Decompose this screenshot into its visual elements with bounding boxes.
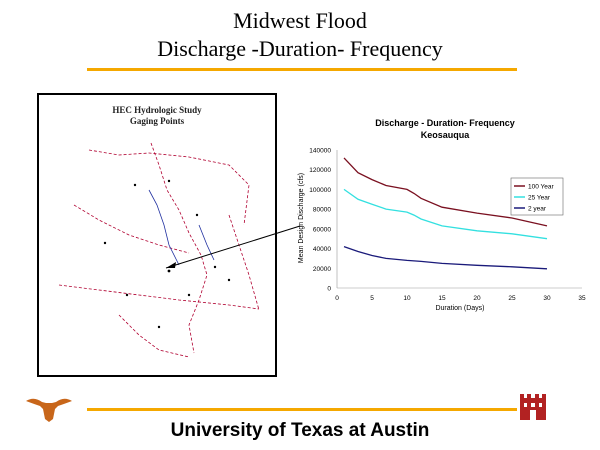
map-figure: HEC Hydrologic Study Gaging Points bbox=[37, 93, 277, 377]
series-line-25-year bbox=[343, 188, 548, 240]
slide-title-line2: Discharge -Duration- Frequency bbox=[157, 36, 443, 61]
chart-title: Discharge - Duration- Frequency bbox=[375, 118, 515, 128]
y-tick-labels: 0 20000 40000 60000 80000 100000 120000 140000 bbox=[309, 148, 331, 293]
x-tick-label: 0 bbox=[335, 295, 339, 302]
longhorn-logo-icon bbox=[26, 398, 72, 422]
y-tick-label: 40000 bbox=[313, 246, 331, 253]
y-tick-label: 120000 bbox=[309, 167, 331, 174]
y-tick-label: 60000 bbox=[313, 226, 331, 233]
chart-subtitle: Keosauqua bbox=[421, 130, 471, 140]
y-tick-label: 100000 bbox=[309, 187, 331, 194]
y-tick-label: 80000 bbox=[313, 207, 331, 214]
x-tick-label: 10 bbox=[403, 295, 411, 302]
x-tick-label: 20 bbox=[473, 295, 481, 302]
midwest-map bbox=[58, 142, 260, 358]
footer-rule bbox=[87, 408, 517, 411]
y-tick-label: 140000 bbox=[309, 148, 331, 155]
x-tick-labels: 0 5 10 15 20 25 30 35 bbox=[335, 295, 586, 302]
x-tick-label: 5 bbox=[370, 295, 374, 302]
series-lines bbox=[343, 157, 548, 270]
y-axis-label: Mean Design Discharge (cfs) bbox=[298, 173, 305, 263]
pointer-arrowhead bbox=[166, 262, 176, 268]
legend-label: 2 year bbox=[528, 205, 547, 212]
series-line-100-year bbox=[343, 157, 548, 227]
legend: 100 Year 25 Year 2 year bbox=[514, 183, 555, 212]
y-tick-label: 20000 bbox=[313, 266, 331, 273]
x-tick-label: 30 bbox=[543, 295, 551, 302]
slide-title-line1: Midwest Flood bbox=[233, 8, 367, 33]
university-name: University of Texas at Austin bbox=[170, 420, 430, 441]
x-tick-label: 35 bbox=[578, 295, 586, 302]
y-tick-label: 0 bbox=[327, 286, 331, 293]
legend-label: 100 Year bbox=[528, 183, 555, 190]
series-line-2-year bbox=[343, 245, 548, 270]
map-caption-line1: HEC Hydrologic Study bbox=[112, 105, 202, 115]
legend-label: 25 Year bbox=[528, 194, 551, 201]
x-tick-label: 25 bbox=[508, 295, 516, 302]
x-axis-label: Duration (Days) bbox=[435, 305, 484, 312]
map-caption-line2: Gaging Points bbox=[129, 116, 185, 126]
title-rule bbox=[87, 68, 517, 71]
army-corps-castle-icon bbox=[520, 394, 546, 420]
x-tick-label: 15 bbox=[438, 295, 446, 302]
pointer-arrow bbox=[165, 225, 301, 269]
